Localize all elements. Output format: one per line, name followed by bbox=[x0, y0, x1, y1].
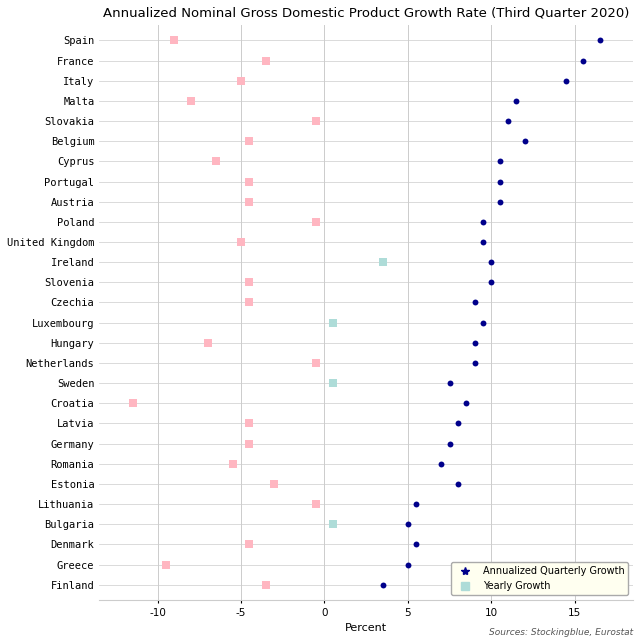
Point bbox=[503, 116, 513, 126]
Point bbox=[169, 35, 179, 45]
Point bbox=[495, 156, 505, 166]
Point bbox=[470, 358, 480, 368]
Point bbox=[244, 298, 255, 308]
Point bbox=[203, 338, 213, 348]
Point bbox=[311, 116, 321, 126]
Point bbox=[244, 177, 255, 187]
Point bbox=[328, 519, 338, 529]
Point bbox=[444, 378, 454, 388]
Point bbox=[244, 419, 255, 429]
Point bbox=[244, 196, 255, 207]
Point bbox=[269, 479, 280, 489]
Point bbox=[328, 378, 338, 388]
Point bbox=[486, 257, 497, 268]
Point bbox=[470, 338, 480, 348]
Point bbox=[595, 35, 605, 45]
Point bbox=[495, 177, 505, 187]
Point bbox=[261, 56, 271, 66]
Point bbox=[444, 438, 454, 449]
X-axis label: Percent: Percent bbox=[345, 623, 387, 633]
Point bbox=[244, 136, 255, 147]
Point bbox=[127, 398, 138, 408]
Point bbox=[311, 217, 321, 227]
Point bbox=[244, 277, 255, 287]
Point bbox=[520, 136, 530, 147]
Point bbox=[561, 76, 572, 86]
Text: Sources: Stockingblue, Eurostat: Sources: Stockingblue, Eurostat bbox=[490, 628, 634, 637]
Point bbox=[244, 540, 255, 550]
Point bbox=[236, 237, 246, 247]
Point bbox=[411, 499, 421, 509]
Point bbox=[452, 419, 463, 429]
Point bbox=[186, 96, 196, 106]
Point bbox=[470, 298, 480, 308]
Point bbox=[511, 96, 522, 106]
Point bbox=[403, 519, 413, 529]
Point bbox=[244, 438, 255, 449]
Point bbox=[311, 499, 321, 509]
Point bbox=[378, 580, 388, 590]
Point bbox=[403, 559, 413, 570]
Point bbox=[328, 317, 338, 328]
Point bbox=[486, 277, 497, 287]
Point bbox=[161, 559, 171, 570]
Legend: Annualized Quarterly Growth, Yearly Growth: Annualized Quarterly Growth, Yearly Grow… bbox=[451, 563, 628, 595]
Point bbox=[452, 479, 463, 489]
Point bbox=[478, 217, 488, 227]
Point bbox=[495, 196, 505, 207]
Point bbox=[228, 459, 238, 469]
Point bbox=[578, 56, 588, 66]
Point bbox=[236, 76, 246, 86]
Point bbox=[211, 156, 221, 166]
Point bbox=[311, 358, 321, 368]
Point bbox=[436, 459, 446, 469]
Point bbox=[461, 398, 472, 408]
Title: Annualized Nominal Gross Domestic Product Growth Rate (Third Quarter 2020): Annualized Nominal Gross Domestic Produc… bbox=[103, 7, 629, 20]
Point bbox=[478, 237, 488, 247]
Point bbox=[378, 257, 388, 268]
Point bbox=[261, 580, 271, 590]
Point bbox=[478, 317, 488, 328]
Point bbox=[411, 540, 421, 550]
